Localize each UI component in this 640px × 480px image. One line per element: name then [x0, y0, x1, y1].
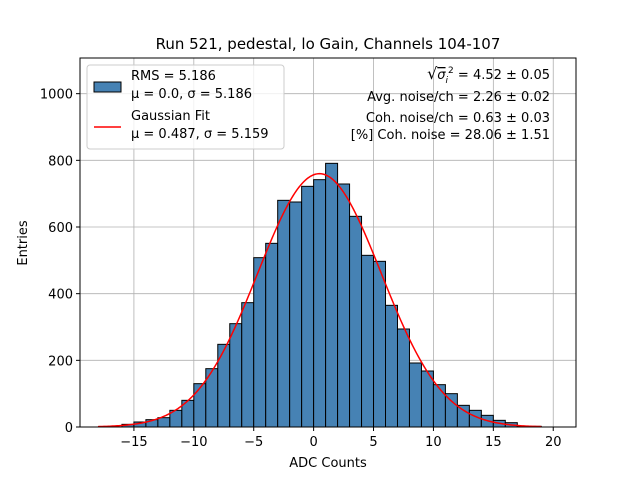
histogram-bars — [121, 162, 542, 428]
x-tick-label: −10 — [180, 435, 207, 450]
histogram-bar — [385, 304, 398, 428]
histogram-bar — [301, 185, 315, 428]
y-tick-label: 600 — [48, 221, 73, 236]
histogram-bar — [325, 162, 339, 428]
x-tick-label: −15 — [120, 435, 147, 450]
histogram-bar — [157, 417, 171, 428]
chart-title: Run 521, pedestal, lo Gain, Channels 104… — [156, 35, 501, 53]
histogram-bar — [241, 302, 255, 428]
histogram-bar — [253, 257, 267, 428]
stats-line-sigma: √σi2 = 4.52 ± 0.05 — [427, 64, 550, 86]
histogram-bar — [456, 404, 470, 428]
y-tick-label: 800 — [48, 154, 73, 169]
histogram-bar — [313, 179, 327, 428]
x-tick-label: 15 — [485, 435, 502, 450]
sigma-value: = 4.52 ± 0.05 — [454, 68, 550, 83]
sigma-subscript: i — [446, 76, 449, 86]
histogram-bar — [229, 323, 243, 428]
histogram-bar — [373, 260, 387, 428]
histogram-bar — [408, 362, 422, 428]
x-axis-label: ADC Counts — [289, 456, 367, 471]
histogram-bar — [217, 343, 231, 428]
legend-entry-2-line1: Gaussian Fit — [131, 109, 210, 124]
histogram-bar — [349, 215, 363, 428]
x-tick-label: 10 — [425, 435, 442, 450]
x-tick-label: 20 — [545, 435, 562, 450]
x-tick-label: 5 — [369, 435, 377, 450]
histogram-bar — [265, 242, 279, 428]
stats-coh-noise: Coh. noise/ch = 0.63 ± 0.03 — [366, 111, 550, 126]
histogram-bar — [277, 199, 291, 428]
sigma-superscript: 2 — [448, 66, 454, 76]
stats-avg-noise: Avg. noise/ch = 2.26 ± 0.02 — [367, 90, 550, 105]
y-tick-label: 0 — [65, 421, 73, 436]
legend-histogram-swatch — [93, 81, 122, 93]
y-tick-label: 200 — [48, 354, 73, 369]
gaussian-fit-curve — [97, 172, 542, 428]
legend-entry-1-line2: μ = 0.0, σ = 5.186 — [131, 87, 252, 102]
y-axis-label: Entries — [16, 220, 31, 266]
histogram-bar — [444, 393, 458, 428]
histogram-bar — [289, 201, 303, 428]
histogram-bar — [432, 384, 446, 428]
noise-stats: √σi2 = 4.52 ± 0.05 Avg. noise/ch = 2.26 … — [351, 64, 550, 143]
histogram-bar — [361, 254, 375, 428]
histogram-bar — [193, 383, 207, 428]
legend-box — [86, 64, 285, 150]
sigma-symbol: σ — [437, 68, 446, 83]
legend: RMS = 5.186 μ = 0.0, σ = 5.186 Gaussian … — [86, 64, 285, 150]
sqrt-symbol: √ — [427, 64, 438, 83]
legend-entry-2-line2: μ = 0.487, σ = 5.159 — [131, 127, 269, 142]
histogram-bar — [396, 328, 410, 428]
x-tick-label: −5 — [244, 435, 263, 450]
grid — [80, 58, 576, 428]
plot-frame — [79, 57, 577, 428]
x-axis-ticks: −15 −10 −5 0 5 10 15 20 — [120, 427, 562, 450]
y-tick-label: 1000 — [40, 88, 73, 103]
legend-entry-1-line1: RMS = 5.186 — [131, 69, 216, 84]
y-tick-label: 400 — [48, 288, 73, 303]
histogram-bar — [337, 183, 351, 428]
x-tick-label: 0 — [309, 435, 317, 450]
stats-coh-noise-percent: [%] Coh. noise = 28.06 ± 1.51 — [351, 128, 550, 143]
y-axis-ticks: 0 200 400 600 800 1000 — [40, 88, 80, 436]
